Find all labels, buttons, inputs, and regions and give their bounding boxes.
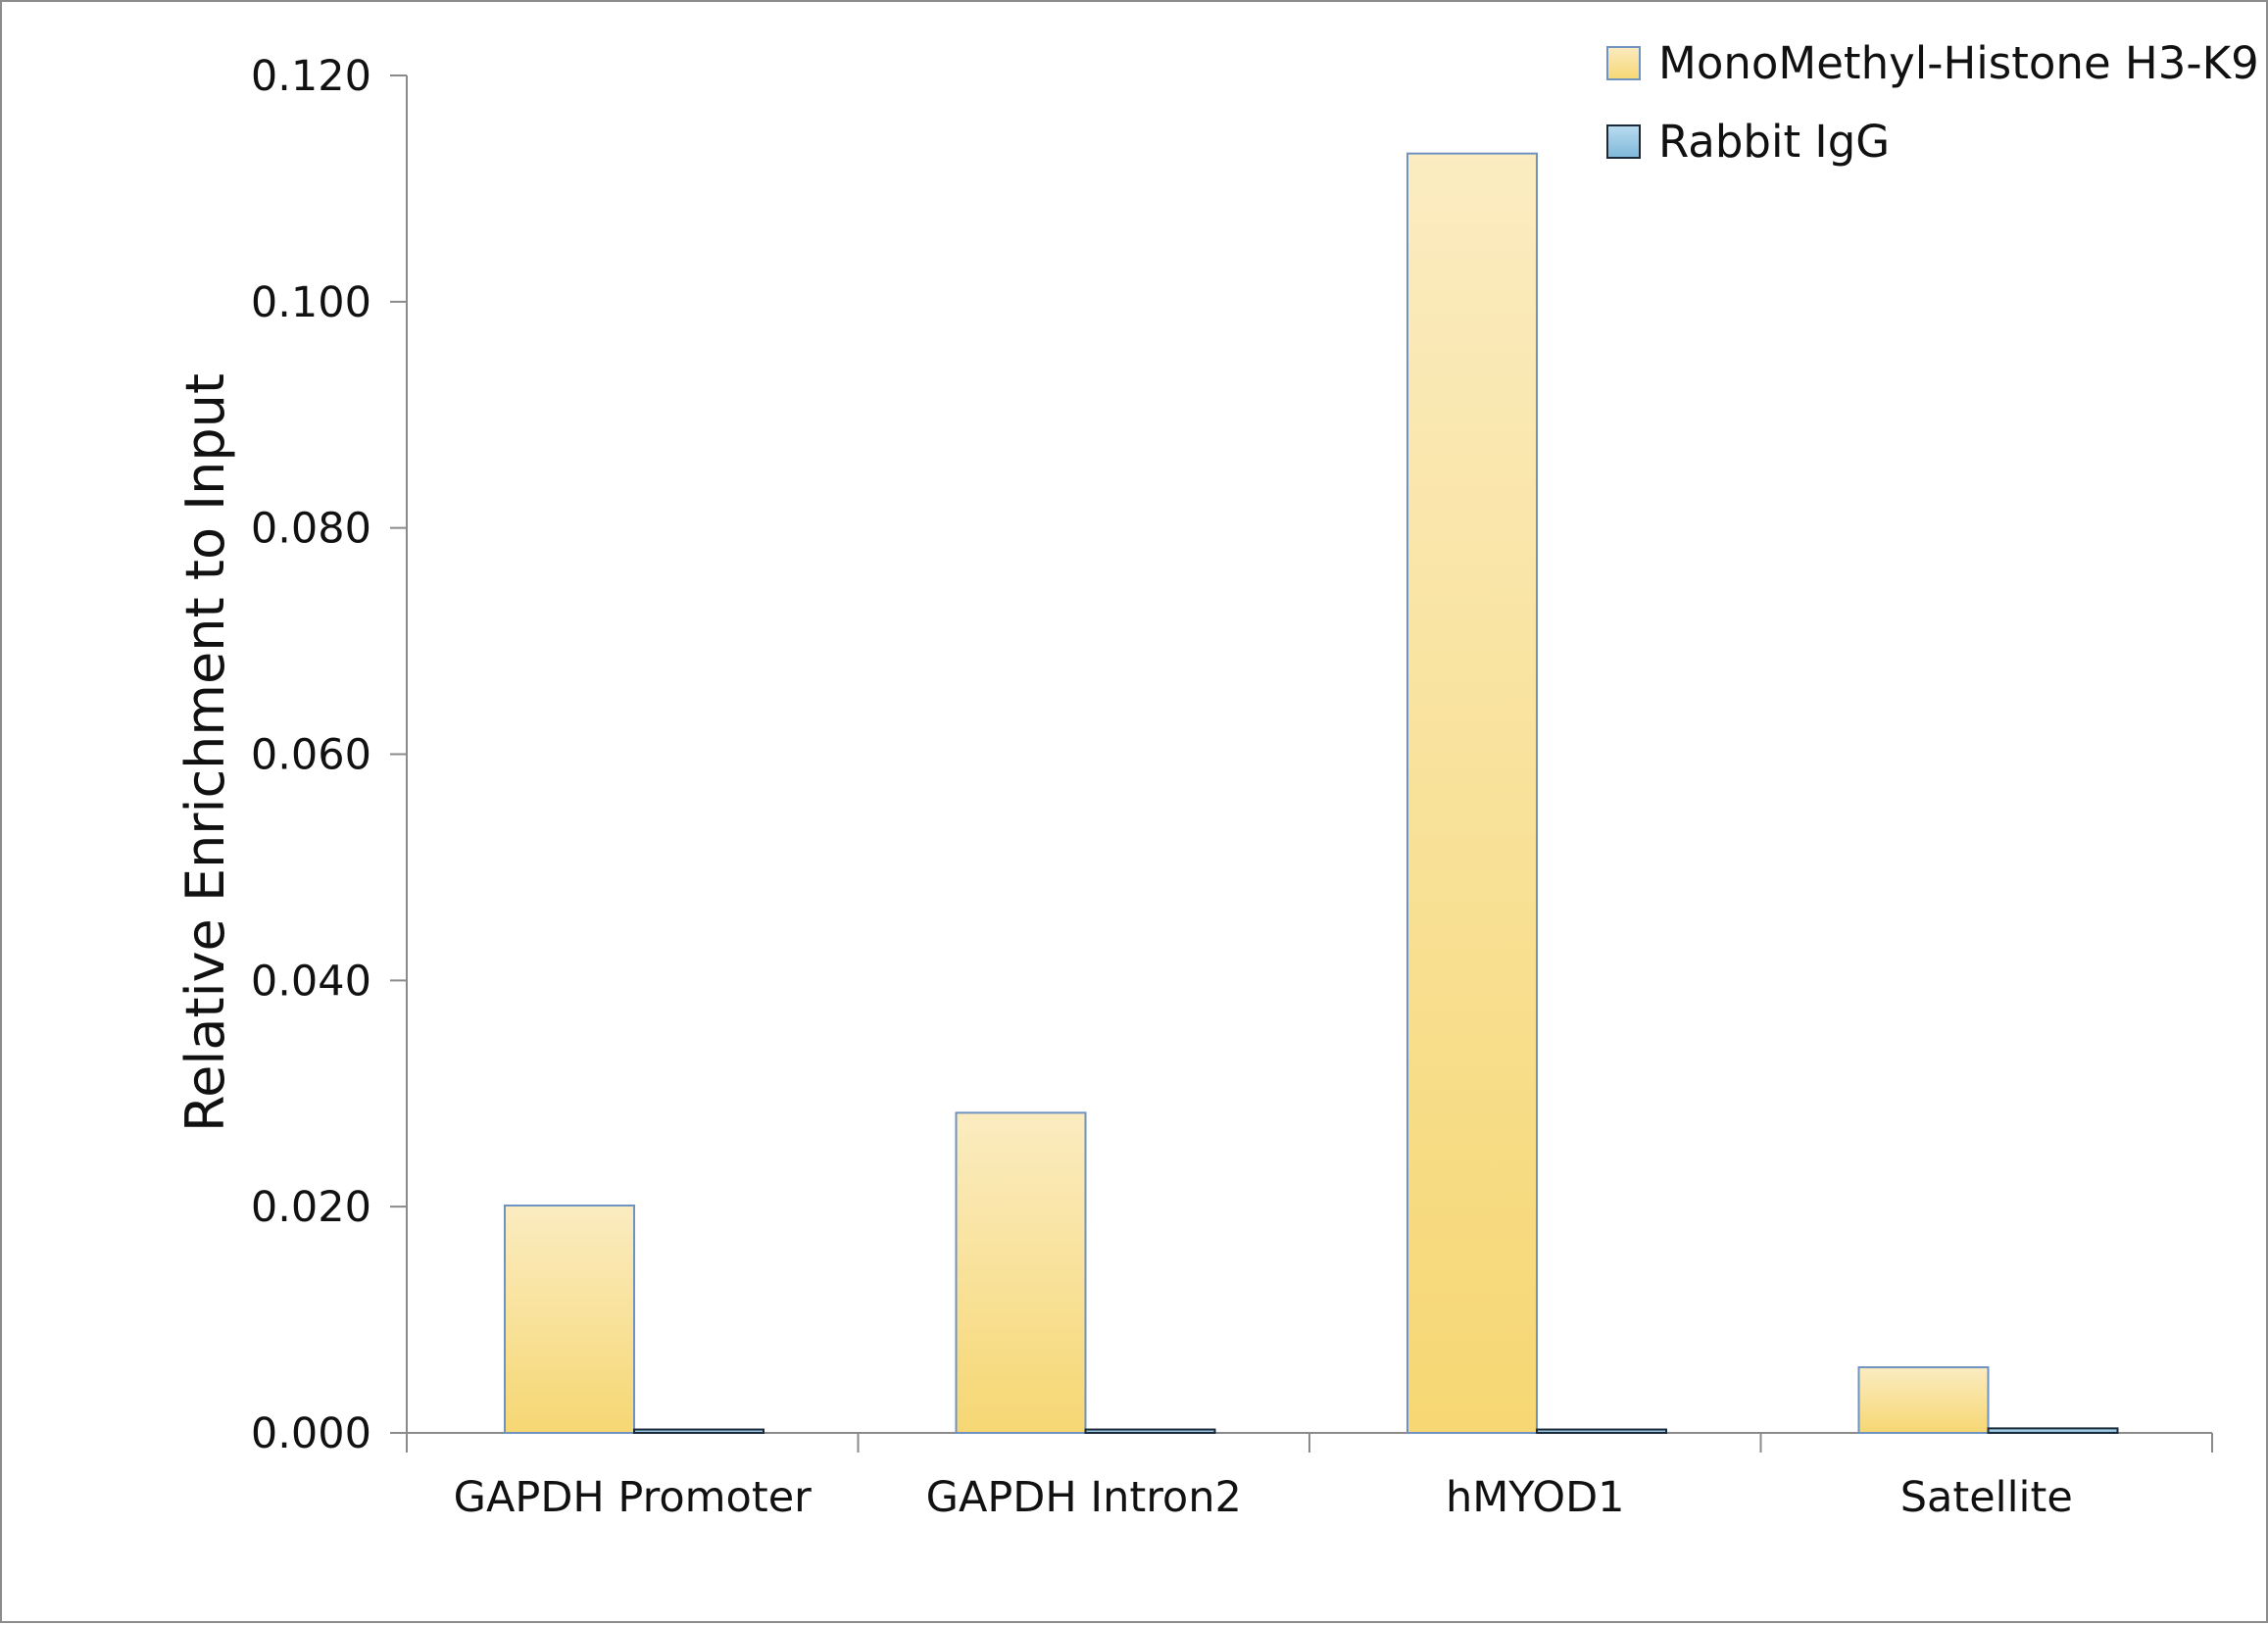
- bar-monomethyl-histone-h3-k9-2: [1406, 152, 1538, 1435]
- legend: MonoMethyl-Histone H3-K9 Rabbit IgG: [1606, 37, 2259, 168]
- y-tick-label: 0.120: [251, 52, 371, 101]
- legend-label: Rabbit IgG: [1658, 116, 1890, 168]
- bar-monomethyl-histone-h3-k9-0: [504, 1205, 635, 1434]
- bar-rabbit-igg-3: [1987, 1427, 2119, 1434]
- y-axis: 0.000 0.020 0.040 0.060 0.080 0.100 0.120: [251, 52, 408, 1458]
- bar-monomethyl-histone-h3-k9-1: [955, 1111, 1087, 1435]
- y-tick-label: 0.000: [251, 1409, 371, 1458]
- x-tick-label: hMYOD1: [1446, 1473, 1625, 1522]
- bar-monomethyl-histone-h3-k9-3: [1857, 1366, 1990, 1435]
- legend-swatch: [1606, 46, 1641, 80]
- y-axis-title: Relative Enrichment to Input: [174, 373, 236, 1132]
- bar-rabbit-igg-1: [1084, 1428, 1216, 1434]
- y-tick-label: 0.060: [251, 731, 371, 780]
- legend-label: MonoMethyl-Histone H3-K9: [1658, 37, 2259, 89]
- bar-rabbit-igg-0: [633, 1428, 764, 1434]
- y-tick-label: 0.080: [251, 505, 371, 554]
- x-tick-label: Satellite: [1900, 1473, 2073, 1522]
- bars: [504, 152, 2119, 1435]
- bar-rabbit-igg-2: [1536, 1428, 1667, 1434]
- y-tick-label: 0.100: [251, 278, 371, 327]
- y-tick-label: 0.020: [251, 1183, 371, 1232]
- legend-swatch: [1606, 124, 1641, 159]
- x-tick-label: GAPDH Intron2: [926, 1473, 1242, 1522]
- y-tick-label: 0.040: [251, 957, 371, 1006]
- x-axis: GAPDH Promoter GAPDH Intron2 hMYOD1 Satelli…: [406, 1432, 2213, 1522]
- x-tick-label: GAPDH Promoter: [454, 1473, 813, 1522]
